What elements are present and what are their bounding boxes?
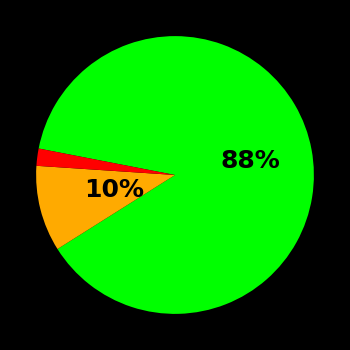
- Text: 10%: 10%: [84, 178, 145, 202]
- Wedge shape: [38, 36, 314, 314]
- Wedge shape: [36, 166, 175, 249]
- Wedge shape: [36, 148, 175, 175]
- Text: 88%: 88%: [220, 149, 280, 173]
